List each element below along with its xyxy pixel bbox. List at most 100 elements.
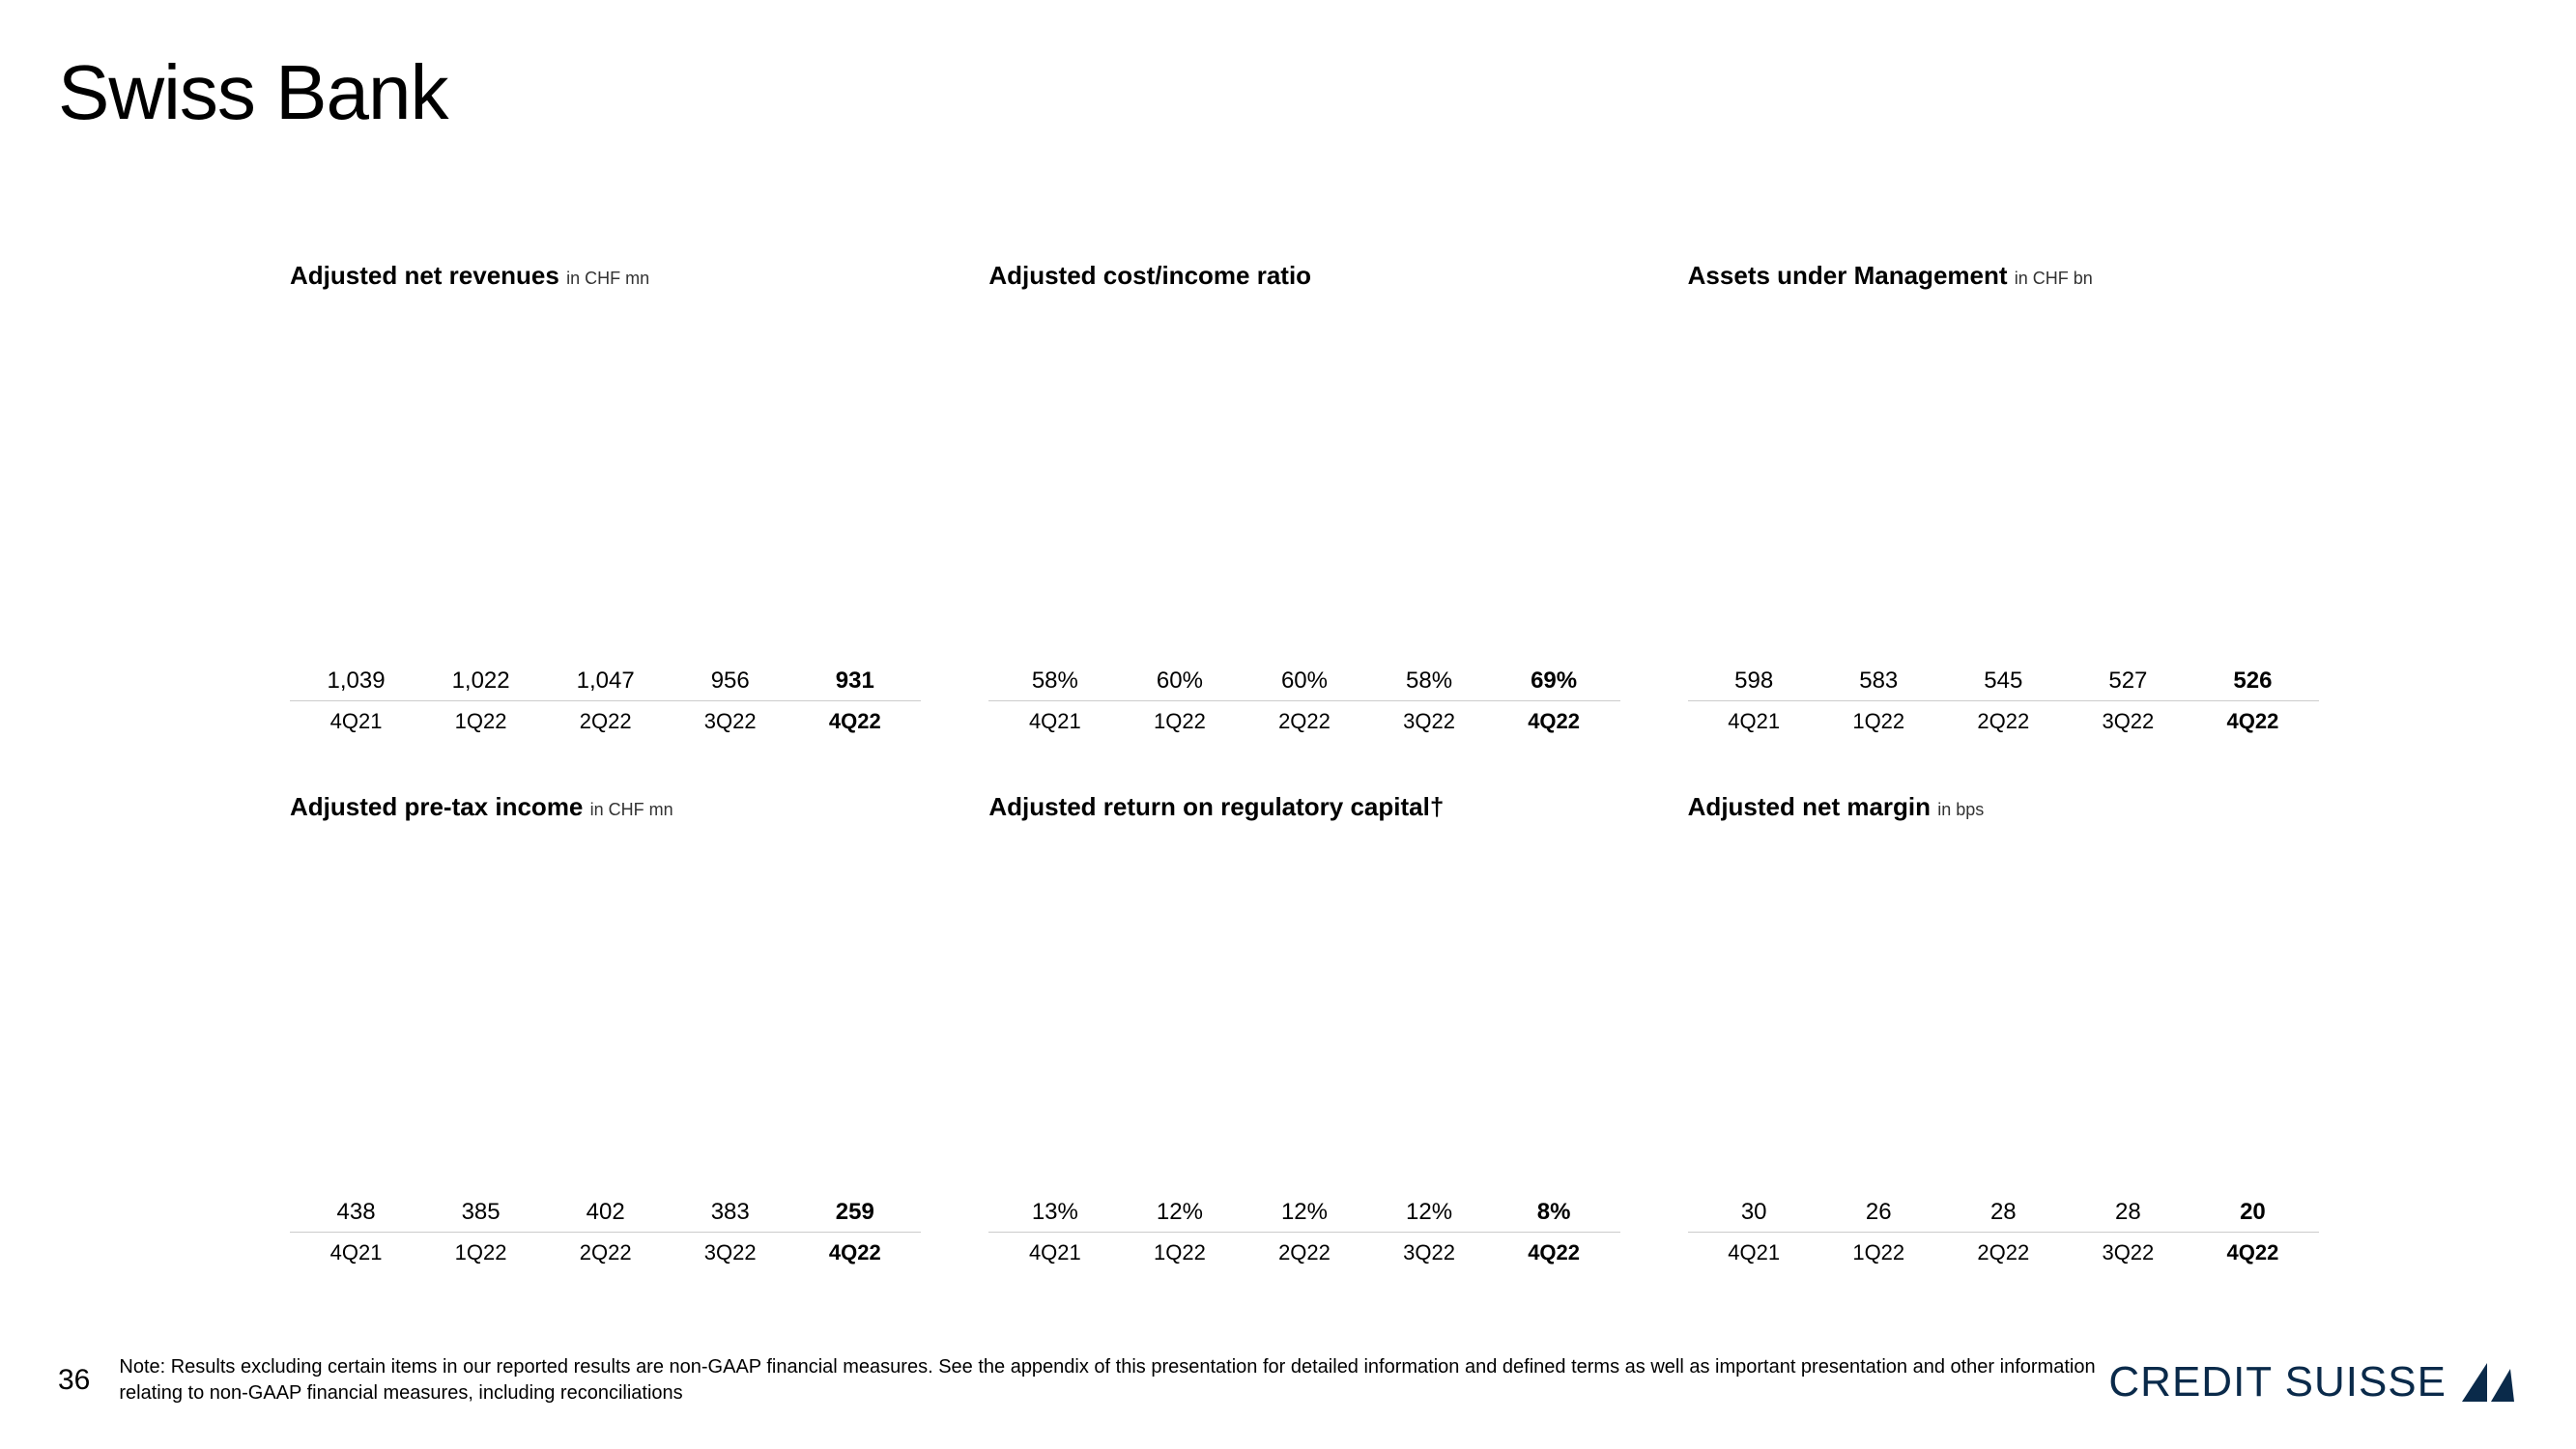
brand-logo: CREDIT SUISSE <box>2108 1358 2518 1406</box>
chart-unit: in CHF mn <box>566 269 649 288</box>
bar-value-label: 28 <box>2115 1199 2141 1226</box>
category-label: 3Q22 <box>2066 1240 2190 1265</box>
bar-column: 12% <box>1242 1199 1366 1232</box>
category-label: 4Q21 <box>294 1240 418 1265</box>
bars-wrapper: 3026 28 28 20 <box>1688 841 2319 1233</box>
bar-column: 58% <box>992 668 1117 700</box>
footer: 36 Note: Results excluding certain items… <box>58 1354 2151 1406</box>
category-label: 3Q22 <box>668 709 792 734</box>
bar-value-label: 13% <box>1032 1199 1078 1226</box>
category-label: 1Q22 <box>418 709 543 734</box>
bar-column: 60% <box>1242 668 1366 700</box>
category-label: 3Q22 <box>2066 709 2190 734</box>
category-label: 4Q22 <box>792 709 917 734</box>
bar-column: 12% <box>1117 1199 1242 1232</box>
bar-value-label: 1,039 <box>328 668 386 695</box>
bar-value-label: 20 <box>2240 1199 2266 1226</box>
bar-value-label: 259 <box>836 1199 874 1226</box>
chart-title-text: Adjusted pre-tax income <box>290 792 590 821</box>
bar-value-label: 583 <box>1859 668 1898 695</box>
category-label: 4Q22 <box>1492 709 1617 734</box>
chart-title: Assets under Management in CHF bn <box>1688 261 2319 291</box>
category-label: 1Q22 <box>1817 709 1941 734</box>
category-label: 2Q22 <box>543 709 668 734</box>
bar-value-label: 60% <box>1157 668 1203 695</box>
bar-value-label: 12% <box>1406 1199 1452 1226</box>
bar-column: 26 <box>1817 1199 1941 1232</box>
page-title: Swiss Bank <box>58 48 447 137</box>
bar-column: 8% <box>1492 1199 1617 1232</box>
bar-column: 402 <box>543 1199 668 1232</box>
bar-value-label: 60% <box>1281 668 1328 695</box>
bar-value-label: 28 <box>1990 1199 2017 1226</box>
bar-column: 1,022 <box>418 668 543 700</box>
category-label: 1Q22 <box>1117 1240 1242 1265</box>
bar-value-label: 438 <box>337 1199 376 1226</box>
page-number: 36 <box>58 1364 90 1397</box>
bar-value-label: 385 <box>462 1199 501 1226</box>
bar-column: 12% <box>1367 1199 1492 1232</box>
chart-unit: in CHF mn <box>590 800 673 819</box>
bar-value-label: 545 <box>1984 668 2022 695</box>
category-labels: 4Q211Q222Q223Q224Q22 <box>290 709 921 734</box>
bar-value-label: 1,022 <box>452 668 510 695</box>
bar-value-label: 12% <box>1157 1199 1203 1226</box>
category-labels: 4Q211Q222Q223Q224Q22 <box>988 1240 1619 1265</box>
bar-value-label: 402 <box>587 1199 625 1226</box>
bar-column: 30 <box>1692 1199 1817 1232</box>
category-label: 1Q22 <box>1117 709 1242 734</box>
bar-column: 526 <box>2190 668 2315 700</box>
chart-assets-under-management: Assets under Management in CHF bn 598 583 5… <box>1688 261 2319 734</box>
category-label: 2Q22 <box>1941 709 2066 734</box>
chart-title: Adjusted pre-tax income in CHF mn <box>290 792 921 822</box>
bar-column: 956 <box>668 668 792 700</box>
brand-text: CREDIT SUISSE <box>2108 1358 2447 1406</box>
chart-adjusted-cost-income-ratio: Adjusted cost/income ratio 58%60%60%58%6… <box>988 261 1619 734</box>
category-label: 2Q22 <box>1941 1240 2066 1265</box>
bar-value-label: 1,047 <box>577 668 635 695</box>
bar-value-label: 383 <box>711 1199 750 1226</box>
category-labels: 4Q211Q222Q223Q224Q22 <box>988 709 1619 734</box>
chart-title: Adjusted net margin in bps <box>1688 792 2319 822</box>
bar-column: 598 <box>1692 668 1817 700</box>
charts-area: Adjusted net revenues in CHF mn 1,039 1,02… <box>290 261 2319 1265</box>
bar-column: 259 <box>792 1199 917 1232</box>
category-labels: 4Q211Q222Q223Q224Q22 <box>290 1240 921 1265</box>
category-label: 3Q22 <box>1367 709 1492 734</box>
bar-value-label: 58% <box>1032 668 1078 695</box>
bar-value-label: 12% <box>1281 1199 1328 1226</box>
bars-wrapper: 598583545527526 <box>1688 310 2319 701</box>
category-label: 4Q22 <box>792 1240 917 1265</box>
category-label: 3Q22 <box>1367 1240 1492 1265</box>
category-label: 3Q22 <box>668 1240 792 1265</box>
chart-title: Adjusted net revenues in CHF mn <box>290 261 921 291</box>
bar-column: 583 <box>1817 668 1941 700</box>
footnote: Note: Results excluding certain items in… <box>119 1354 2151 1406</box>
bar-value-label: 69% <box>1531 668 1577 695</box>
bar-column: 28 <box>2066 1199 2190 1232</box>
category-label: 1Q22 <box>1817 1240 1941 1265</box>
chart-adjusted-return-on-regulatory-capital: Adjusted return on regulatory capital† 1… <box>988 792 1619 1265</box>
category-label: 4Q21 <box>294 709 418 734</box>
chart-adjusted-net-margin: Adjusted net margin in bps 3026 28 28 20 4Q21… <box>1688 792 2319 1265</box>
chart-grid: Adjusted net revenues in CHF mn 1,039 1,02… <box>290 261 2319 1265</box>
category-labels: 4Q211Q222Q223Q224Q22 <box>1688 1240 2319 1265</box>
chart-unit: in bps <box>1937 800 1984 819</box>
chart-adjusted-net-revenues: Adjusted net revenues in CHF mn 1,039 1,02… <box>290 261 921 734</box>
chart-title: Adjusted cost/income ratio <box>988 261 1619 291</box>
bars-wrapper: 58%60%60%58%69% <box>988 310 1619 701</box>
bar-value-label: 598 <box>1734 668 1773 695</box>
bar-column: 69% <box>1492 668 1617 700</box>
category-label: 2Q22 <box>543 1240 668 1265</box>
chart-title-text: Adjusted net margin <box>1688 792 1938 821</box>
category-label: 4Q21 <box>1692 709 1817 734</box>
category-label: 2Q22 <box>1242 709 1366 734</box>
bar-column: 1,047 <box>543 668 668 700</box>
bar-column: 1,039 <box>294 668 418 700</box>
chart-adjusted-pre-tax-income: Adjusted pre-tax income in CHF mn 438 385 4… <box>290 792 921 1265</box>
bar-column: 385 <box>418 1199 543 1232</box>
category-label: 4Q22 <box>2190 1240 2315 1265</box>
chart-title-text: Adjusted cost/income ratio <box>988 261 1311 290</box>
category-label: 4Q22 <box>1492 1240 1617 1265</box>
slide: Swiss Bank Adjusted net revenues in CHF … <box>0 0 2576 1449</box>
